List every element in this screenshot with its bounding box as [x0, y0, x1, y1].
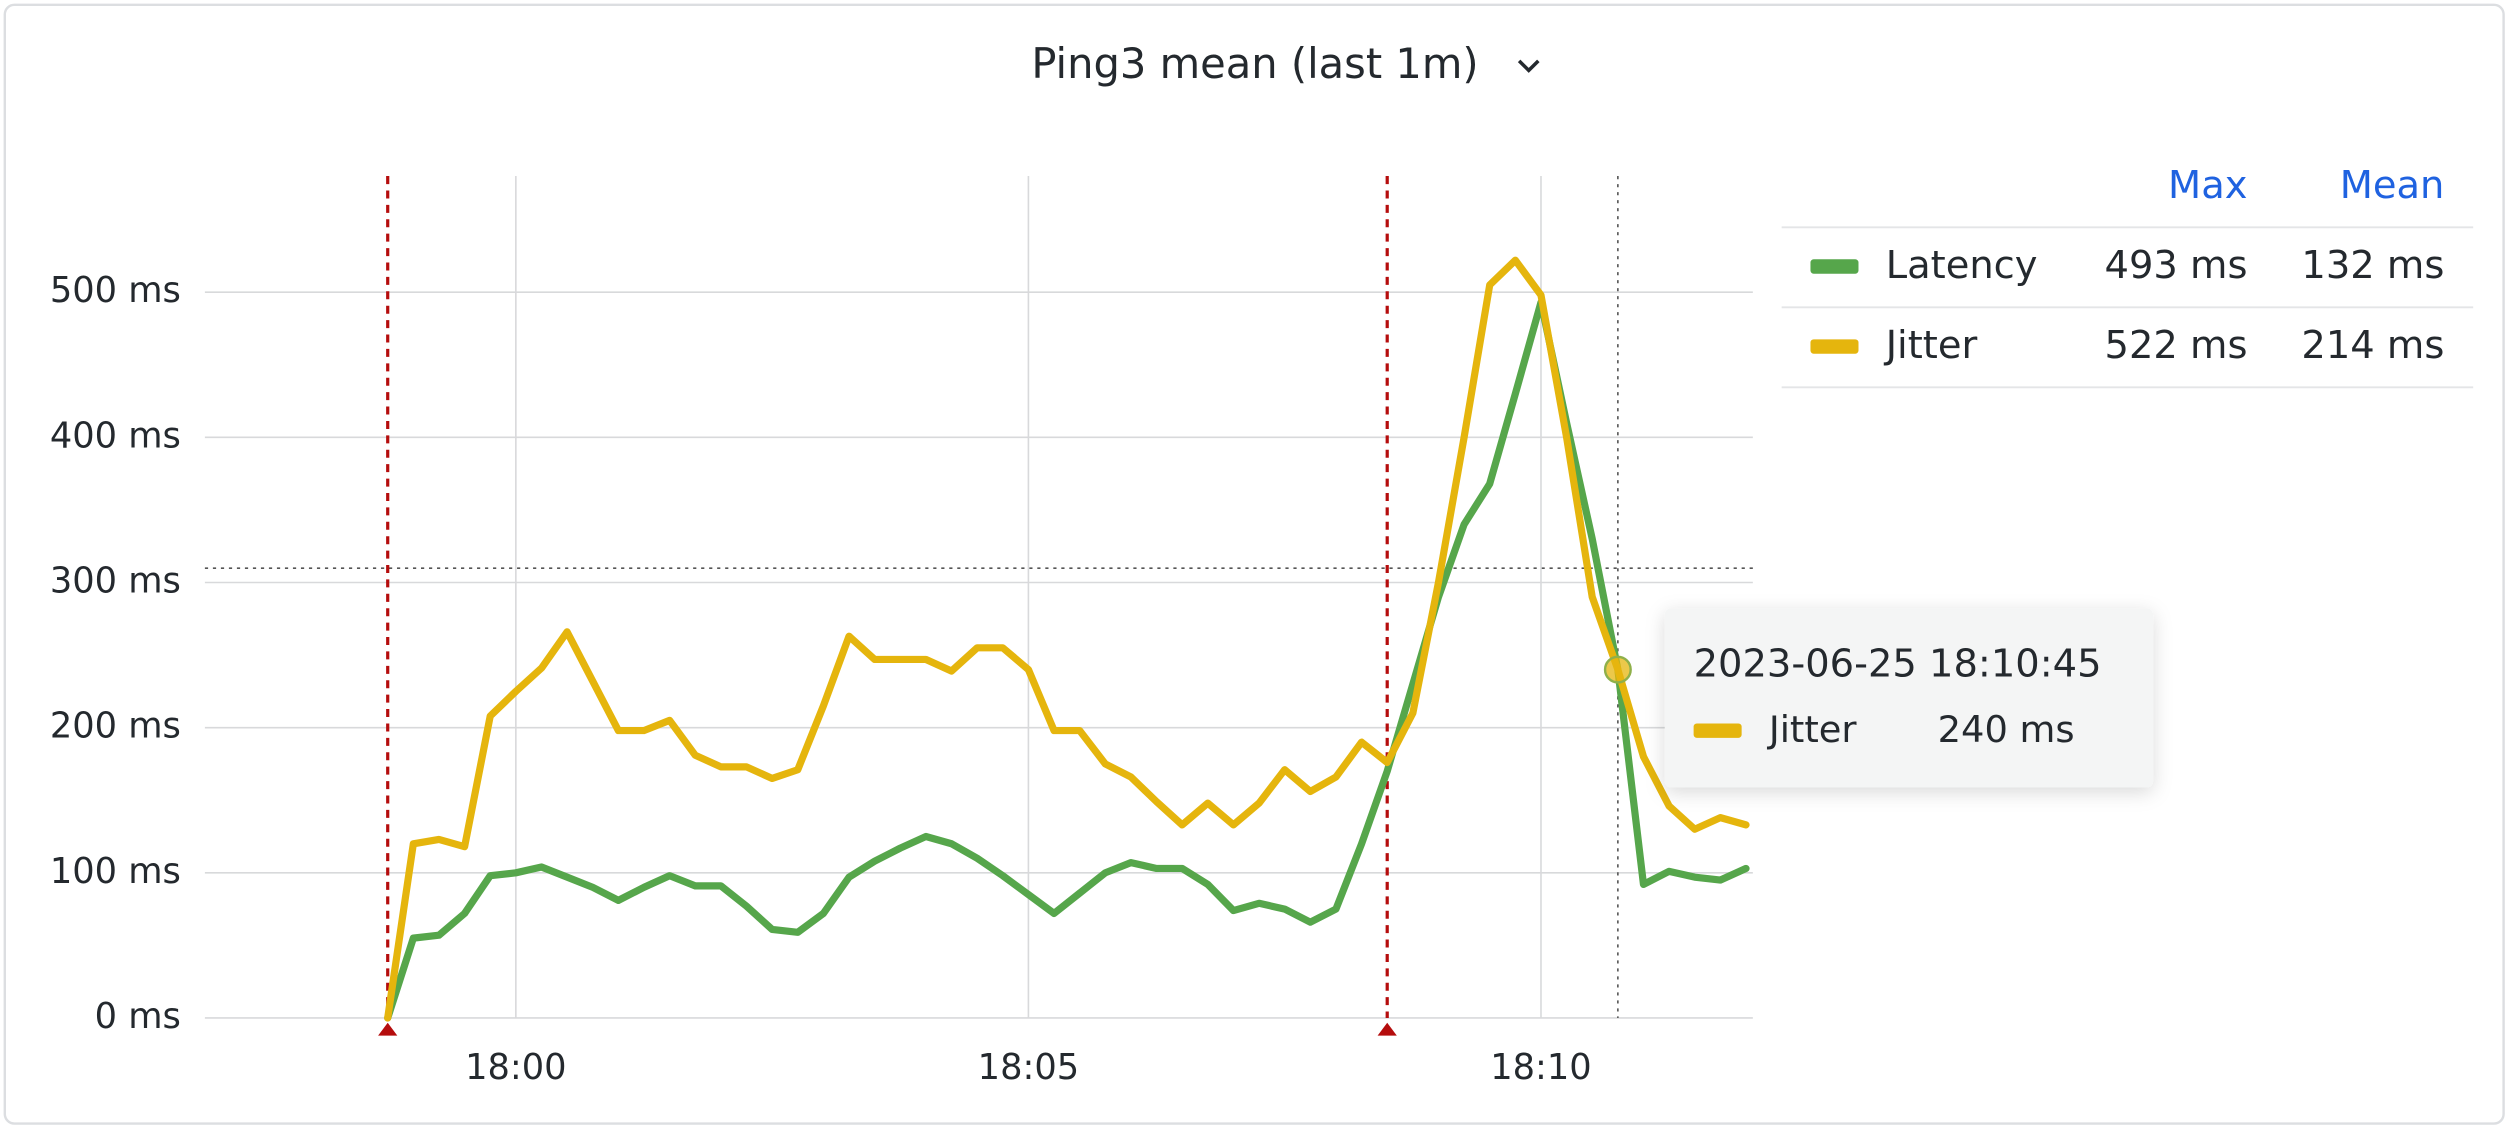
y-tick-label: 300 ms	[50, 560, 181, 601]
legend-stat: 214 ms	[2301, 323, 2444, 368]
legend-stat: 132 ms	[2301, 243, 2444, 288]
tooltip-value: 240 ms	[1938, 708, 2075, 751]
hover-point	[1603, 655, 1632, 684]
series-line	[384, 256, 1750, 1022]
annotation-marker	[1377, 1022, 1397, 1036]
plot-area: 0 ms 100 ms 200 ms 300 ms 400 ms 500 ms 18:00 1…	[50, 176, 1753, 1088]
legend-label: Latency	[1886, 243, 2038, 288]
y-tick-label: 200 ms	[50, 706, 181, 747]
y-tick-label: 500 ms	[50, 270, 181, 311]
tooltip-swatch	[1693, 723, 1742, 738]
tooltip: 2023-06-25 18:10:45 Jitter 240 ms	[1664, 608, 2154, 788]
x-tick-label: 18:05	[978, 1047, 1079, 1088]
panel-frame	[3, 3, 2505, 1125]
legend-header: Max	[2168, 163, 2247, 208]
tooltip-series: Jitter	[1767, 708, 1858, 751]
legend: Max Mean Latency 493 ms 132 ms Jitter 522 ms 21…	[1781, 163, 2474, 389]
x-tick-label: 18:10	[1490, 1047, 1591, 1088]
legend-stat: 493 ms	[2105, 243, 2248, 288]
legend-swatch	[1810, 259, 1859, 274]
x-tick-label: 18:00	[465, 1047, 566, 1088]
tooltip-box	[1664, 608, 2154, 788]
title-chevron[interactable]	[1517, 59, 1540, 73]
legend-swatch	[1810, 339, 1859, 354]
legend-label: Jitter	[1884, 323, 1978, 368]
series-line	[384, 298, 1750, 1022]
legend-stat: 522 ms	[2105, 323, 2248, 368]
chart-title[interactable]: Ping3 mean (last 1m)	[1031, 39, 1478, 88]
y-tick-label: 100 ms	[50, 851, 181, 892]
y-tick-label: 400 ms	[50, 415, 181, 456]
legend-header: Mean	[2340, 163, 2445, 208]
y-tick-label: 0 ms	[95, 996, 181, 1037]
tooltip-time: 2023-06-25 18:10:45	[1694, 641, 2102, 686]
annotation-marker	[378, 1022, 398, 1036]
